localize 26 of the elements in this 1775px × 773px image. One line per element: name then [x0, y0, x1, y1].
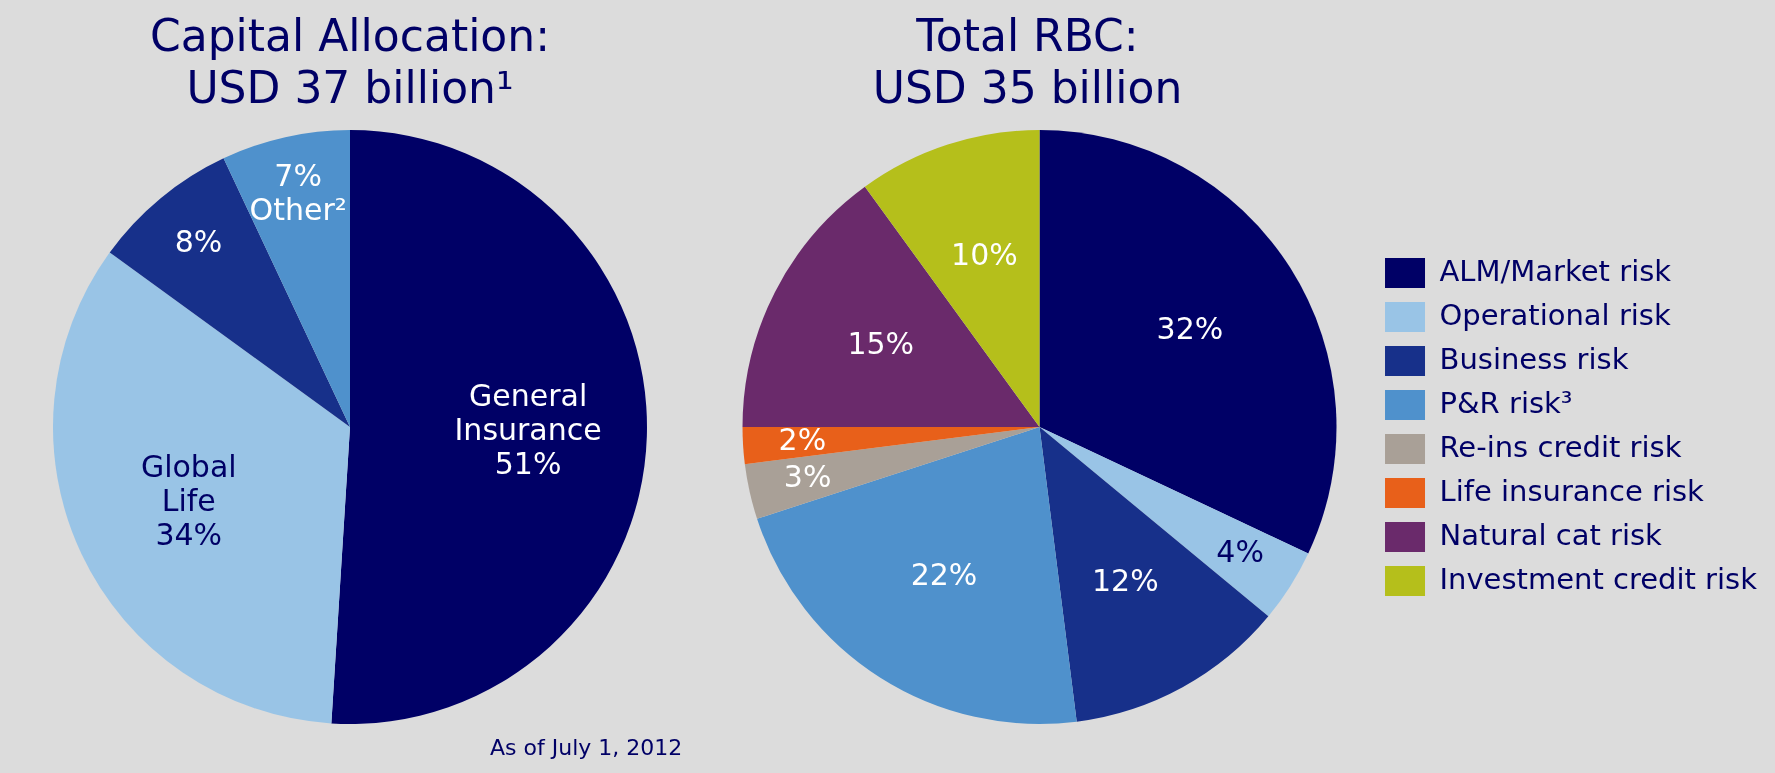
- legend-label: Business risk: [1439, 341, 1629, 376]
- legend-label: Natural cat risk: [1439, 517, 1663, 552]
- slice-label: Global Life: [140, 448, 237, 518]
- slice-label: Other²: [249, 191, 347, 227]
- data-label: 32%: [1156, 311, 1224, 347]
- data-label: 7%: [274, 157, 322, 193]
- legend-label: Operational risk: [1439, 297, 1671, 332]
- data-label: 51%: [494, 446, 562, 482]
- chart-title: Total RBC: USD 35 billion: [871, 10, 1184, 114]
- text: As of July 1, 2012: [490, 735, 683, 760]
- data-label: 2%: [778, 421, 827, 457]
- legend-label: ALM/Market risk: [1439, 253, 1672, 288]
- data-label: 12%: [1092, 562, 1159, 598]
- chart-title: Capital Allocation: USD 37 billion¹: [149, 10, 551, 114]
- legend-label: Re-ins credit risk: [1439, 429, 1682, 464]
- legend-label: P&R risk³: [1439, 385, 1573, 420]
- data-label: 10%: [951, 237, 1018, 273]
- legend-label: Investment credit risk: [1439, 561, 1758, 596]
- slice-label: General Insurance: [454, 378, 602, 448]
- data-label: 3%: [783, 458, 832, 494]
- legend-label: Life insurance risk: [1439, 473, 1705, 508]
- data-label: 15%: [847, 325, 915, 361]
- data-label: 34%: [155, 516, 223, 552]
- data-label: 4%: [1216, 534, 1264, 570]
- data-label: 8%: [174, 223, 223, 259]
- data-label: 22%: [910, 557, 978, 593]
